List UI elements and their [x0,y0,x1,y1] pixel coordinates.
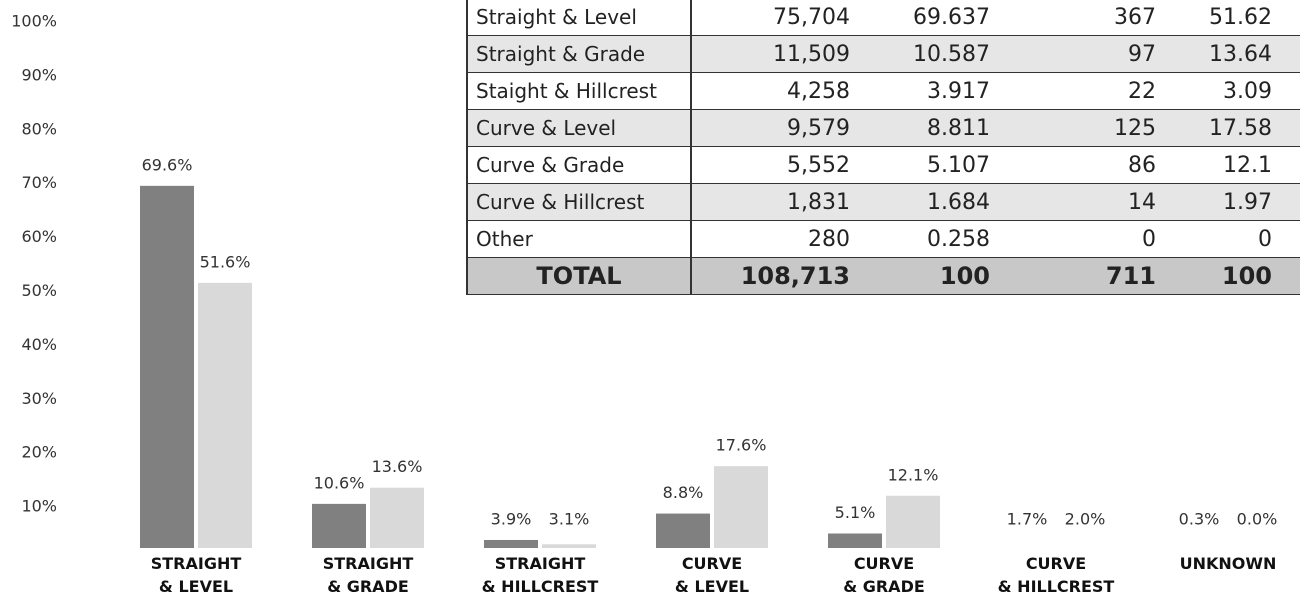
table-cell: 5,552 [691,146,862,184]
table-cell: 69.637 [862,0,998,36]
value-label: 3.1% [549,510,590,529]
value-label: 69.6% [142,155,193,174]
y-tick-label: 100% [11,12,57,31]
table-cell: 11,509 [691,35,862,73]
y-tick-label: 60% [21,227,57,246]
x-tick-label: CURVE & HILLCREST [997,554,1115,596]
table-cell: 0 [1164,220,1300,258]
value-label: 0.3% [1179,510,1220,529]
table-cell: Staight & Hillcrest [466,72,692,110]
bar [312,503,366,548]
y-tick-label: 50% [21,281,57,300]
value-label: 17.6% [716,436,767,455]
value-label: 8.8% [663,483,704,502]
y-tick-label: 30% [21,389,57,408]
value-label: 13.6% [372,457,423,476]
table-cell: 1.97 [1164,183,1300,221]
table-cell: Curve & Level [466,109,692,147]
table-cell: 4,258 [691,72,862,110]
bar [484,539,538,548]
bar [828,533,882,548]
value-label: 51.6% [200,252,251,271]
table-cell: 9,579 [691,109,862,147]
bars [140,185,940,548]
table-cell: 97 [998,35,1164,73]
table-row: Staight & Hillcrest 4,258 3.917 22 3.09 [466,72,1300,110]
table-row: Other 280 0.258 0 0 [466,220,1300,258]
x-tick-label: CURVE & LEVEL [674,554,750,596]
value-label: 1.7% [1007,510,1048,529]
bar [198,282,252,548]
y-tick-label: 80% [21,119,57,138]
value-label: 10.6% [314,473,365,492]
table-cell: 14 [998,183,1164,221]
table-cell: 1.684 [862,183,998,221]
value-label: 0.0% [1237,510,1278,529]
table-row: Curve & Grade 5,552 5.107 86 12.1 [466,146,1300,184]
y-tick-label: 90% [21,65,57,84]
table-cell: Straight & Level [466,0,692,36]
table-row: TOTAL 108,713 100 711 100 [466,257,1300,295]
table-row: Curve & Hillcrest 1,831 1.684 14 1.97 [466,183,1300,221]
table-cell: 5.107 [862,146,998,184]
table-cell: 367 [998,0,1164,36]
table-cell: 51.62 [1164,0,1300,36]
bar [656,513,710,548]
table-cell: 22 [998,72,1164,110]
table-cell: 125 [998,109,1164,147]
bar [370,487,424,548]
table-cell: 1,831 [691,183,862,221]
x-tick-label: STRAIGHT & LEVEL [150,554,242,596]
x-tick-label: UNKNOWN [1179,554,1277,573]
table-cell: 75,704 [691,0,862,36]
table-cell: 8.811 [862,109,998,147]
table-cell: 100 [1164,257,1300,295]
bar [140,185,194,548]
y-tick-label: 40% [21,335,57,354]
table-cell: 711 [998,257,1164,295]
table-cell: 280 [691,220,862,258]
bar [714,466,768,548]
table-cell: Curve & Grade [466,146,692,184]
table-cell: 3.09 [1164,72,1300,110]
table-cell: 86 [998,146,1164,184]
table-cell: 0.258 [862,220,998,258]
data-table: Straight & Level 75,704 69.637 367 51.62 Stra… [466,0,1300,295]
table-row: Curve & Level 9,579 8.811 125 17.58 [466,109,1300,147]
table-cell: 108,713 [691,257,862,295]
table-cell: 3.917 [862,72,998,110]
value-label: 12.1% [888,465,939,484]
table-cell: Other [466,220,692,258]
table-cell: 12.1 [1164,146,1300,184]
value-label: 5.1% [835,503,876,522]
table-cell: 0 [998,220,1164,258]
value-label: 3.9% [491,509,532,528]
table-cell: 100 [862,257,998,295]
y-tick-label: 10% [21,497,57,516]
table-cell: 10.587 [862,35,998,73]
table-row: Straight & Level 75,704 69.637 367 51.62 [466,0,1300,36]
x-tick-label: STRAIGHT & GRADE [322,554,414,596]
table-cell: Straight & Grade [466,35,692,73]
bar [886,495,940,548]
x-tick-label: CURVE & GRADE [843,554,925,596]
table-cell: 13.64 [1164,35,1300,73]
table-cell: TOTAL [466,257,692,295]
bar [542,544,596,548]
y-tick-label: 70% [21,173,57,192]
table-cell: Curve & Hillcrest [466,183,692,221]
table-row: Straight & Grade 11,509 10.587 97 13.64 [466,35,1300,73]
table-cell: 17.58 [1164,109,1300,147]
y-tick-label: 20% [21,443,57,462]
x-tick-label: STRAIGHT & HILLCREST [481,554,599,596]
value-label: 2.0% [1065,510,1106,529]
